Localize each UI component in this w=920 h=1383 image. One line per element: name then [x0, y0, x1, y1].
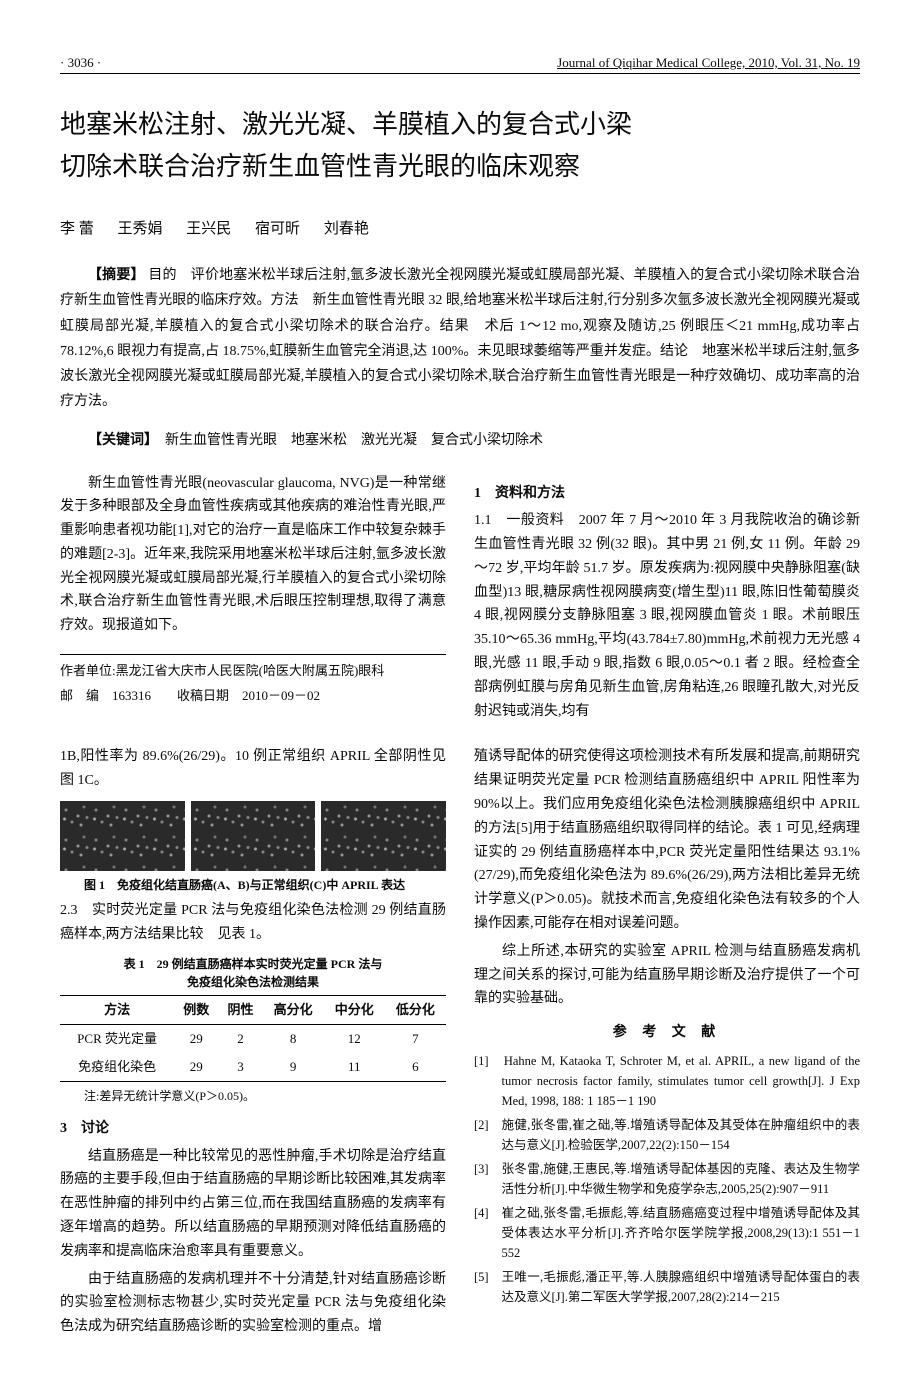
- figure-1a: [60, 801, 185, 871]
- author: 刘春艳: [324, 221, 369, 237]
- table-row: PCR 荧光定量 29 2 8 12 7: [60, 1025, 446, 1054]
- section-3-head: 3 讨论: [60, 1117, 446, 1141]
- journal-info: Journal of Qiqihar Medical College, 2010…: [557, 55, 860, 71]
- reference-5: [5] 王唯一,毛振彪,潘正平,等.人胰腺癌组织中增殖诱导配体蛋白的表达及意义[…: [474, 1267, 860, 1307]
- cell: 29: [174, 1025, 218, 1054]
- page-header: · 3036 · Journal of Qiqihar Medical Coll…: [60, 55, 860, 74]
- title-line-1: 地塞米松注射、激光光凝、羊膜植入的复合式小梁: [60, 110, 632, 139]
- col-high: 高分化: [263, 996, 324, 1025]
- divider: [60, 654, 446, 655]
- figure-1c: [321, 801, 446, 871]
- cell: 2: [218, 1025, 262, 1054]
- table-1-note: 注:差异无统计学意义(P＞0.05)。: [60, 1086, 446, 1106]
- col-n: 例数: [174, 996, 218, 1025]
- author: 王秀娟: [118, 221, 163, 237]
- author: 李 蕾: [60, 221, 94, 237]
- cell: 8: [263, 1025, 324, 1054]
- section-3-p2: 由于结直肠癌的发病机理并不十分清楚,针对结直肠癌诊断的实验室检测标志物甚少,实时…: [60, 1268, 446, 1339]
- cell: 11: [324, 1053, 385, 1082]
- abstract-label: 【摘要】: [88, 268, 145, 283]
- table-header-row: 方法 例数 阴性 高分化 中分化 低分化: [60, 996, 446, 1025]
- article-title: 地塞米松注射、激光光凝、羊膜植入的复合式小梁 切除术联合治疗新生血管性青光眼的临…: [60, 104, 860, 187]
- keywords: 【关键词】 新生血管性青光眼 地塞米松 激光光凝 复合式小梁切除术: [60, 428, 860, 453]
- author: 宿可昕: [255, 221, 300, 237]
- figure-1-caption: 图 1 免疫组化结直肠癌(A、B)与正常组织(C)中 APRIL 表达: [60, 875, 446, 895]
- figure-1: [60, 801, 446, 871]
- table-caption-l2: 免疫组化染色法检测结果: [187, 975, 319, 989]
- lower-left-p2: 2.3 实时荧光定量 PCR 法与免疫组化染色法检测 29 例结直肠癌样本,两方…: [60, 899, 446, 947]
- table-row: 免疫组化染色 29 3 9 11 6: [60, 1053, 446, 1082]
- abstract: 【摘要】 目的 评价地塞米松半球后注射,氩多波长激光全视网膜光凝或虹膜局部光凝、…: [60, 263, 860, 414]
- section-1-head: 1 资料和方法: [474, 482, 860, 506]
- reference-4: [4] 崔之础,张冬雷,毛振彪,等.结直肠癌癌变过程中增殖诱导配体及其受体表达水…: [474, 1203, 860, 1263]
- cell: 7: [385, 1025, 446, 1054]
- lower-left-p1: 1B,阳性率为 89.6%(26/29)。10 例正常组织 APRIL 全部阴性…: [60, 745, 446, 793]
- cell: 29: [174, 1053, 218, 1082]
- table-caption-l1: 表 1 29 例结直肠癌样本实时荧光定量 PCR 法与: [124, 957, 383, 971]
- cell: 6: [385, 1053, 446, 1082]
- abstract-text: 目的 评价地塞米松半球后注射,氩多波长激光全视网膜光凝或虹膜局部光凝、羊膜植入的…: [60, 268, 860, 409]
- intro-paragraph: 新生血管性青光眼(neovascular glaucoma, NVG)是一种常继…: [60, 472, 446, 639]
- col-method: 方法: [60, 996, 174, 1025]
- lower-right-p1: 殖诱导配体的研究使得这项检测技术有所发展和提高,前期研究结果证明荧光定量 PCR…: [474, 745, 860, 935]
- authors-line: 李 蕾 王秀娟 王兴民 宿可昕 刘春艳: [60, 217, 860, 238]
- section-1-1-paragraph: 1.1 一般资料 2007 年 7 月～2010 年 3 月我院收治的确诊新生血…: [474, 509, 860, 723]
- title-line-2: 切除术联合治疗新生血管性青光眼的临床观察: [60, 152, 580, 181]
- keywords-label: 【关键词】: [88, 433, 151, 448]
- cell: PCR 荧光定量: [60, 1025, 174, 1054]
- author: 王兴民: [186, 221, 231, 237]
- cell: 3: [218, 1053, 262, 1082]
- table-1: 方法 例数 阴性 高分化 中分化 低分化 PCR 荧光定量 29 2 8 12: [60, 995, 446, 1082]
- figure-1b: [191, 801, 316, 871]
- reference-2: [2] 施健,张冬雷,崔之础,等.增殖诱导配体及其受体在肿瘤组织中的表达与意义[…: [474, 1115, 860, 1155]
- references-head: 参 考 文 献: [474, 1021, 860, 1045]
- col-mid: 中分化: [324, 996, 385, 1025]
- section-3-p1: 结直肠癌是一种比较常见的恶性肿瘤,手术切除是治疗结直肠癌的主要手段,但由于结直肠…: [60, 1145, 446, 1264]
- cell: 免疫组化染色: [60, 1053, 174, 1082]
- cell: 9: [263, 1053, 324, 1082]
- col-neg: 阴性: [218, 996, 262, 1025]
- reference-3: [3] 张冬雷,施健,王惠民,等.增殖诱导配体基因的克隆、表达及生物学活性分析[…: [474, 1159, 860, 1199]
- affiliation-line-1: 作者单位:黑龙江省大庆市人民医院(哈医大附属五院)眼科: [60, 661, 446, 682]
- page-number: · 3036 ·: [60, 55, 101, 71]
- table-1-caption: 表 1 29 例结直肠癌样本实时荧光定量 PCR 法与 免疫组化染色法检测结果: [60, 955, 446, 991]
- reference-1: [1] Hahne M, Kataoka T, Schroter M, et a…: [474, 1051, 860, 1111]
- affiliation-line-2: 邮 编 163316 收稿日期 2010－09－02: [60, 686, 446, 707]
- keywords-text: 新生血管性青光眼 地塞米松 激光光凝 复合式小梁切除术: [165, 433, 543, 448]
- lower-right-p2: 综上所述,本研究的实验室 APRIL 检测与结直肠癌发病机理之间关系的探讨,可能…: [474, 940, 860, 1011]
- cell: 12: [324, 1025, 385, 1054]
- col-low: 低分化: [385, 996, 446, 1025]
